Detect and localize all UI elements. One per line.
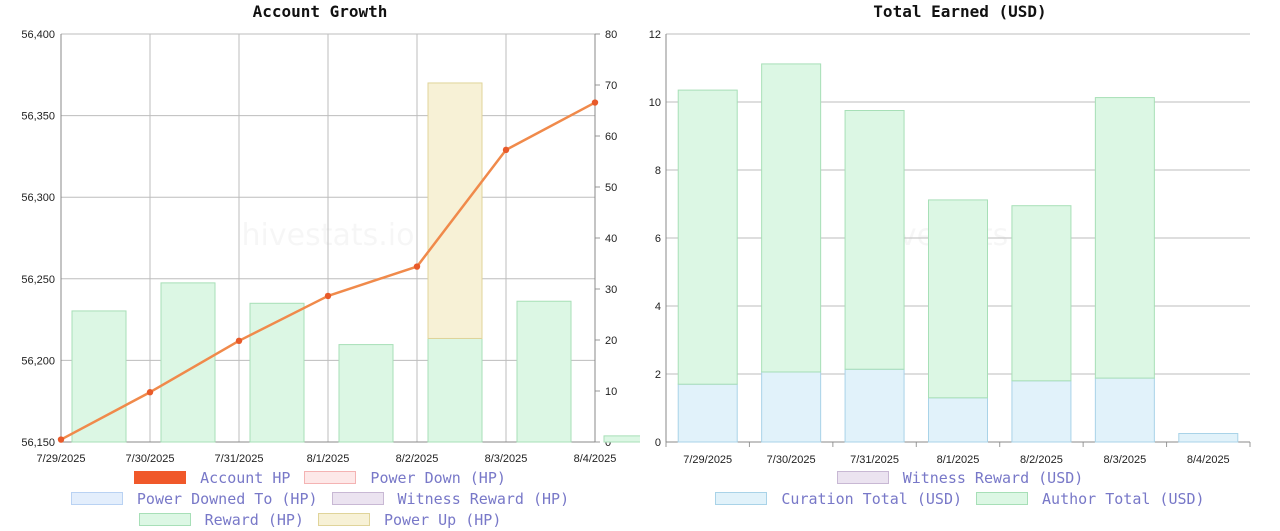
total-earned-title: Total Earned (USD) [873,2,1047,21]
legend-item-power-down-hp[interactable]: Power Down (HP) [304,467,506,488]
y-tick-label: 0 [655,437,661,449]
x-tick-label: 7/29/2025 [683,454,732,466]
y-tick-label: 10 [649,97,661,109]
legend-item-witness-reward-usd[interactable]: Witness Reward (USD) [836,467,1084,488]
legend-swatch [715,492,768,505]
bar-reward-hp [160,282,216,443]
bar-author-total-usd [761,63,822,373]
y-left-tick-label: 56,400 [21,29,55,41]
bar-reward-hp [71,310,127,443]
bar-curation-total-usd [677,383,738,443]
bar-curation-total-usd [928,397,988,443]
x-tick-label: 8/2/2025 [1020,454,1063,466]
legend-label: Power Down (HP) [370,468,506,487]
x-tick-label: 8/1/2025 [307,453,350,465]
legend-swatch [70,492,123,505]
legend-item-reward-hp[interactable]: Reward (HP) [138,509,304,530]
point-account-hp [591,99,599,106]
bar-reward-hp [603,435,640,443]
y-left-tick-label: 56,150 [21,437,55,449]
y-left-tick-label: 56,350 [21,111,55,123]
y-right-tick-label: 10 [605,386,617,398]
bar-power-up-hp [427,82,483,339]
bar-author-total-usd [928,199,988,399]
legend-swatch [138,513,191,526]
bar-author-total-usd [1011,205,1072,382]
bar-curation-total-usd [1178,433,1239,443]
bar-author-total-usd [844,110,905,370]
legend-label: Power Up (HP) [383,510,502,529]
x-tick-label: 8/4/2025 [574,453,617,465]
point-account-hp [57,436,65,443]
legend-label: Curation Total (USD) [781,489,963,508]
x-tick-label: 8/3/2025 [1103,454,1146,466]
x-tick-label: 8/4/2025 [1187,454,1230,466]
y-left-tick-label: 56,300 [21,192,55,204]
y-left-tick-label: 56,200 [21,355,55,367]
x-tick-label: 7/31/2025 [215,453,264,465]
account-growth-title: Account Growth [252,2,388,21]
y-tick-label: 8 [655,165,661,177]
total-earned-panel: Total Earned (USD) hivestats.io121086420… [640,0,1280,531]
legend-swatch [331,492,384,505]
bar-curation-total-usd [1011,380,1072,443]
legend-label: Witness Reward (HP) [397,489,570,508]
x-tick-label: 8/1/2025 [937,454,980,466]
account-growth-chart: hivestats.io56,40056,35056,30056,25056,2… [21,29,640,465]
x-tick-label: 7/31/2025 [850,454,899,466]
legend-label: Witness Reward (USD) [902,468,1084,487]
bar-curation-total-usd [1094,377,1155,443]
x-tick-label: 7/30/2025 [767,454,816,466]
y-right-tick-label: 80 [605,29,617,41]
bar-author-total-usd [677,89,738,385]
legend-label: Author Total (USD) [1042,489,1205,508]
legend-item-curation-total-usd[interactable]: Curation Total (USD) [715,488,962,509]
y-tick-label: 4 [655,301,661,313]
bar-reward-hp [427,337,483,443]
x-tick-label: 8/2/2025 [396,453,439,465]
legend-swatch [836,471,889,484]
y-left-tick-label: 56,250 [21,274,55,286]
y-right-tick-label: 50 [605,182,617,194]
y-right-tick-label: 60 [605,131,617,143]
legend-swatch [304,471,357,484]
legend-item-power-up-hp[interactable]: Power Up (HP) [317,509,502,530]
point-account-hp [502,146,510,154]
y-tick-label: 12 [649,29,661,41]
y-right-tick-label: 30 [605,284,617,296]
bar-curation-total-usd [761,371,822,443]
legend-label: Reward (HP) [204,510,304,529]
legend-item-witness-reward-hp[interactable]: Witness Reward (HP) [331,488,570,509]
point-account-hp [324,292,332,300]
bar-author-total-usd [1094,97,1155,379]
y-right-tick-label: 20 [605,335,617,347]
y-right-tick-label: 70 [605,80,617,92]
legend-item-account-hp[interactable]: Account HP [134,467,290,488]
legend-item-power-downed-to-hp[interactable]: Power Downed To (HP) [70,488,318,509]
point-account-hp [235,337,243,345]
legend-label: Account HP [200,468,291,487]
bar-reward-hp [338,344,394,443]
legend-item-author-total-usd[interactable]: Author Total (USD) [976,488,1205,509]
x-tick-label: 7/29/2025 [37,453,86,465]
account-growth-panel: Account Growth hivestats.io 56,400 56,350 5… [0,2,640,530]
bar-curation-total-usd [844,368,905,443]
bar-reward-hp [516,300,572,443]
total-earned-chart: hivestats.io1210864207/29/20257/30/20257… [649,29,1251,466]
point-account-hp [146,389,154,396]
y-right-tick-label: 40 [605,233,617,245]
y-tick-label: 2 [655,369,661,381]
account-growth-legend: Account HP Power Down (HP) Power Downed To… [0,467,640,530]
legend-swatch [317,513,370,526]
y-right-tick-label: 0 [605,437,611,449]
y-tick-label: 6 [655,233,661,245]
legend-swatch [134,471,187,484]
point-account-hp [413,263,421,270]
x-tick-label: 8/3/2025 [485,453,528,465]
legend-label: Power Downed To (HP) [136,489,318,508]
total-earned-legend: Witness Reward (USD) Curation Total (USD)… [640,467,1280,509]
x-tick-label: 7/30/2025 [126,453,175,465]
legend-swatch [976,492,1029,505]
bar-reward-hp [249,302,305,443]
